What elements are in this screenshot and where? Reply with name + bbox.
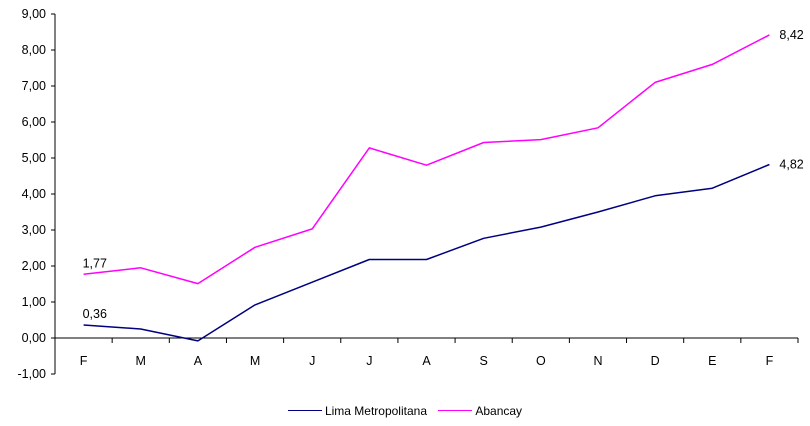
legend-item-lima: Lima Metropolitana	[287, 403, 427, 418]
x-tick-label: F	[80, 354, 88, 368]
y-tick-label: -1,00	[18, 367, 47, 381]
y-tick-label: 5,00	[22, 151, 46, 165]
y-tick-label: 6,00	[22, 115, 46, 129]
legend: Lima Metropolitana Abancay	[0, 400, 810, 418]
x-tick-label: O	[536, 354, 546, 368]
y-tick-label: 7,00	[22, 79, 46, 93]
y-tick-label: 1,00	[22, 295, 46, 309]
y-tick-label: 4,00	[22, 187, 46, 201]
x-tick-label: A	[194, 354, 203, 368]
data-label-abancay: 8,42	[779, 28, 803, 42]
x-tick-label: D	[651, 354, 660, 368]
data-label-abancay: 1,77	[83, 256, 107, 270]
legend-label-abancay: Abancay	[475, 403, 523, 418]
series-line-lima-metropolitana	[83, 163, 770, 342]
y-tick-label: 8,00	[22, 43, 46, 57]
y-tick-label: 9,00	[22, 7, 46, 21]
data-label-lima-metropolitana: 4,82	[779, 157, 803, 171]
y-tick-label: 2,00	[22, 259, 46, 273]
y-tick-label: 3,00	[22, 223, 46, 237]
y-tick-label: 0,00	[22, 331, 46, 345]
x-tick-label: M	[136, 354, 146, 368]
legend-item-abancay: Abancay	[438, 404, 522, 418]
legend-swatch-lima	[287, 410, 322, 411]
x-tick-label: A	[422, 354, 431, 368]
x-tick-label: J	[309, 354, 315, 368]
x-tick-label: N	[593, 354, 602, 368]
legend-swatch-abancay	[438, 410, 473, 411]
x-tick-label: E	[708, 354, 716, 368]
data-label-lima-metropolitana: 0,36	[83, 307, 107, 321]
legend-label-lima: Lima Metropolitana	[324, 403, 427, 418]
x-tick-label: F	[766, 354, 774, 368]
x-tick-label: S	[479, 354, 487, 368]
series-line-abancay	[83, 34, 770, 285]
x-tick-label: M	[250, 354, 260, 368]
x-tick-label: J	[366, 354, 372, 368]
